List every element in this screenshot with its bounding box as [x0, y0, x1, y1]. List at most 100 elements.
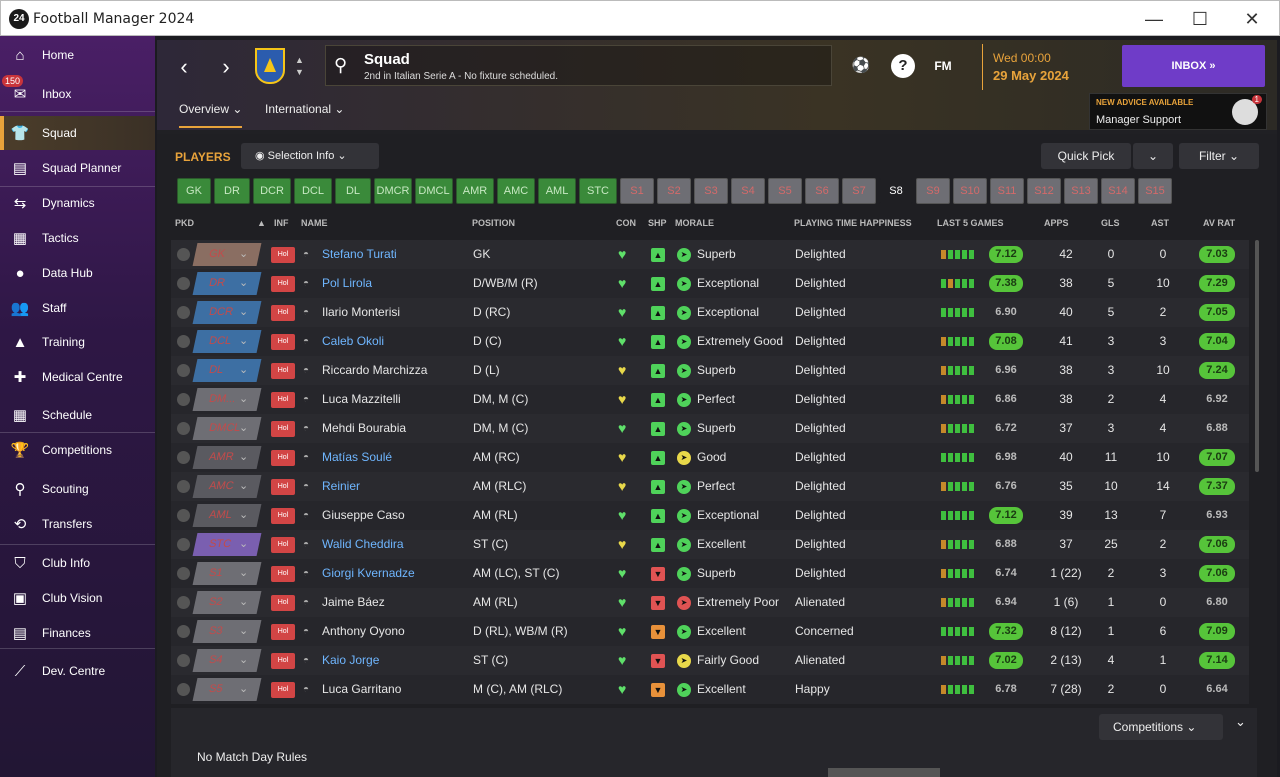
- club-crest-icon[interactable]: [255, 48, 285, 84]
- table-row[interactable]: S4 ⌄ Hol ◓ Kaio Jorge ST (C) ♥ ▼ ➤ Fairly Good Ali…: [171, 646, 1249, 675]
- col-ast[interactable]: AST: [1151, 218, 1169, 228]
- player-name[interactable]: Jaime Báez: [322, 595, 385, 609]
- position-dropdown-icon[interactable]: ⌄: [239, 538, 249, 550]
- position-chip[interactable]: DMCR: [374, 178, 412, 204]
- col-apps[interactable]: APPS: [1044, 218, 1069, 228]
- position-dropdown-icon[interactable]: ⌄: [239, 509, 249, 521]
- position-slot[interactable]: S5: [192, 678, 262, 701]
- tab-overview[interactable]: Overview ⌄: [179, 102, 243, 128]
- position-dropdown-icon[interactable]: ⌄: [239, 248, 249, 260]
- position-chip[interactable]: S13: [1064, 178, 1098, 204]
- sort-arrow-icon[interactable]: ▲: [257, 218, 266, 228]
- position-chip[interactable]: S15: [1138, 178, 1172, 204]
- position-chip[interactable]: S9: [916, 178, 950, 204]
- col-con[interactable]: CON: [616, 218, 636, 228]
- player-name[interactable]: Stefano Turati: [322, 247, 397, 261]
- table-row[interactable]: DCR ⌄ Hol ◓ Ilario Monterisi D (RC) ♥ ▲ ➤ Excepti…: [171, 298, 1249, 327]
- position-slot[interactable]: AMR: [192, 446, 262, 469]
- player-name[interactable]: Riccardo Marchizza: [322, 363, 428, 377]
- chevron-down-icon[interactable]: ⌄: [1235, 714, 1246, 729]
- picked-icon[interactable]: [177, 277, 190, 290]
- player-name[interactable]: Caleb Okoli: [322, 334, 385, 348]
- position-chip[interactable]: GK: [177, 178, 211, 204]
- table-row[interactable]: AMR ⌄ Hol ◓ Matías Soulé AM (RC) ♥ ▲ ➤ Good Deligh…: [171, 443, 1249, 472]
- vertical-scrollbar[interactable]: [1255, 240, 1259, 472]
- picked-icon[interactable]: [177, 393, 190, 406]
- position-dropdown-icon[interactable]: ⌄: [239, 393, 249, 405]
- player-name[interactable]: Reinier: [322, 479, 361, 493]
- sidebar-item-finances[interactable]: ▤ Finances: [0, 616, 155, 650]
- position-dropdown-icon[interactable]: ⌄: [239, 480, 249, 492]
- quick-pick-button[interactable]: Quick Pick: [1041, 143, 1131, 169]
- maximize-icon[interactable]: ☐: [1191, 9, 1209, 29]
- position-slot[interactable]: DL: [192, 359, 262, 382]
- sidebar-item-medical-centre[interactable]: ✚ Medical Centre: [0, 360, 155, 394]
- col-pth[interactable]: PLAYING TIME HAPPINESS: [794, 218, 912, 228]
- table-row[interactable]: S2 ⌄ Hol ◓ Jaime Báez AM (RL) ♥ ▼ ➤ Extremely Poo…: [171, 588, 1249, 617]
- picked-icon[interactable]: [177, 451, 190, 464]
- sidebar-item-club-info[interactable]: ⛉ Club Info: [0, 546, 155, 580]
- position-chip[interactable]: S11: [990, 178, 1024, 204]
- position-chip[interactable]: S7: [842, 178, 876, 204]
- position-chip[interactable]: S8: [879, 178, 913, 204]
- position-dropdown-icon[interactable]: ⌄: [239, 596, 249, 608]
- position-chip[interactable]: DR: [214, 178, 250, 204]
- horizontal-scrollbar[interactable]: [828, 768, 940, 777]
- col-pkd[interactable]: PKD: [175, 218, 195, 228]
- tab-international[interactable]: International ⌄: [265, 102, 345, 116]
- forward-arrow-icon[interactable]: ›: [222, 54, 230, 79]
- col-last5[interactable]: LAST 5 GAMES: [937, 218, 1004, 228]
- position-chip[interactable]: S10: [953, 178, 987, 204]
- picked-icon[interactable]: [177, 248, 190, 261]
- table-row[interactable]: DMCL ⌄ Hol ◓ Mehdi Bourabia DM, M (C) ♥ ▲ ➤ Super…: [171, 414, 1249, 443]
- position-chip[interactable]: AMC: [497, 178, 535, 204]
- player-name[interactable]: Ilario Monterisi: [322, 305, 401, 319]
- sidebar-item-tactics[interactable]: ▦ Tactics: [0, 221, 155, 255]
- position-chip[interactable]: S1: [620, 178, 654, 204]
- picked-icon[interactable]: [177, 306, 190, 319]
- col-morale[interactable]: MORALE: [675, 218, 714, 228]
- position-chip[interactable]: DMCL: [415, 178, 453, 204]
- sidebar-item-schedule[interactable]: ▦ Schedule: [0, 398, 155, 432]
- position-dropdown-icon[interactable]: ⌄: [239, 654, 249, 666]
- picked-icon[interactable]: [177, 596, 190, 609]
- col-gls[interactable]: GLS: [1101, 218, 1120, 228]
- position-slot[interactable]: DMCL: [192, 417, 262, 440]
- sidebar-item-club-vision[interactable]: ▣ Club Vision: [0, 581, 155, 615]
- filter-button[interactable]: Filter ⌄: [1179, 143, 1259, 169]
- table-row[interactable]: S1 ⌄ Hol ◓ Giorgi Kvernadze AM (LC), ST (C) ♥ ▼…: [171, 559, 1249, 588]
- col-inf[interactable]: INF: [274, 218, 289, 228]
- sidebar-item-dynamics[interactable]: ⇆ Dynamics: [0, 186, 155, 220]
- quick-pick-dropdown-icon[interactable]: ⌄: [1133, 143, 1173, 169]
- position-slot[interactable]: GK: [192, 243, 262, 266]
- picked-icon[interactable]: [177, 509, 190, 522]
- position-slot[interactable]: DM...: [192, 388, 262, 411]
- sidebar-item-home[interactable]: ⌂ Home: [0, 38, 155, 72]
- table-row[interactable]: DCL ⌄ Hol ◓ Caleb Okoli D (C) ♥ ▲ ➤ Extremely Goo…: [171, 327, 1249, 356]
- position-dropdown-icon[interactable]: ⌄: [239, 625, 249, 637]
- position-chip[interactable]: S2: [657, 178, 691, 204]
- sidebar-item-squad[interactable]: 👕 Squad: [0, 116, 155, 150]
- player-name[interactable]: Matías Soulé: [322, 450, 393, 464]
- ball-icon[interactable]: ⚽: [851, 57, 871, 74]
- table-row[interactable]: AML ⌄ Hol ◓ Giuseppe Caso AM (RL) ♥ ▲ ➤ Exception…: [171, 501, 1249, 530]
- position-chip[interactable]: AML: [538, 178, 576, 204]
- position-chip[interactable]: S12: [1027, 178, 1061, 204]
- inbox-continue-button[interactable]: INBOX »: [1122, 45, 1265, 87]
- position-chip[interactable]: S5: [768, 178, 802, 204]
- sidebar-item-staff[interactable]: 👥 Staff: [0, 291, 155, 325]
- sidebar-item-dev-centre[interactable]: ⟋ Dev. Centre: [0, 654, 155, 688]
- position-slot[interactable]: STC: [192, 533, 262, 556]
- close-icon[interactable]: ✕: [1244, 9, 1260, 29]
- position-dropdown-icon[interactable]: ⌄: [239, 451, 249, 463]
- position-slot[interactable]: S2: [192, 591, 262, 614]
- col-avrat[interactable]: AV RAT: [1203, 218, 1236, 228]
- player-name[interactable]: Luca Garritano: [322, 682, 402, 696]
- position-slot[interactable]: S3: [192, 620, 262, 643]
- table-row[interactable]: DM... ⌄ Hol ◓ Luca Mazzitelli DM, M (C) ♥ ▲ ➤ Per…: [171, 385, 1249, 414]
- position-slot[interactable]: DCR: [192, 301, 262, 324]
- sidebar-item-data-hub[interactable]: ● Data Hub: [0, 256, 155, 290]
- picked-icon[interactable]: [177, 683, 190, 696]
- player-name[interactable]: Luca Mazzitelli: [322, 392, 401, 406]
- table-row[interactable]: S3 ⌄ Hol ◓ Anthony Oyono D (RL), WB/M (R) ♥ ▼ ➤ E…: [171, 617, 1249, 646]
